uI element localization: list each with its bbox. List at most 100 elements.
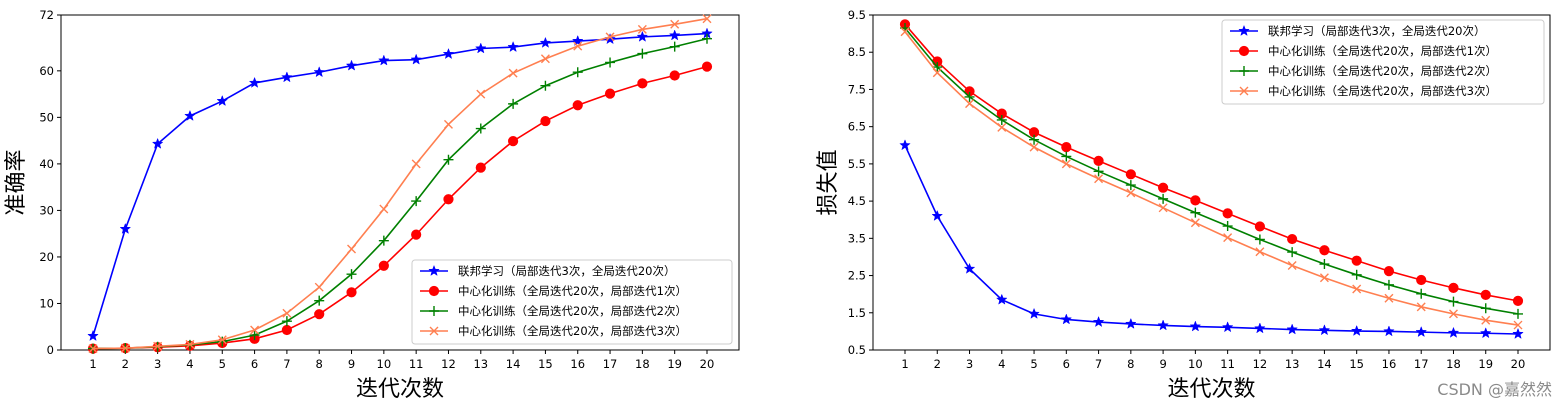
legend-label: 中心化训练（全局迭代20次，局部迭代1次） [1268, 44, 1497, 58]
data-point [963, 262, 976, 274]
data-point [411, 196, 422, 207]
data-point [1287, 261, 1297, 271]
data-point [1060, 313, 1073, 325]
data-point [964, 91, 975, 102]
series-4 [88, 14, 712, 354]
data-point [540, 80, 551, 91]
data-point [119, 222, 132, 234]
x-tick-label: 19 [1478, 357, 1493, 371]
data-point [1480, 303, 1491, 314]
data-point [605, 32, 615, 42]
legend-label: 联邦学习（局部迭代3次，全局迭代20次） [458, 264, 675, 278]
data-point [1447, 326, 1460, 338]
data-point [1029, 134, 1040, 145]
x-tick-label: 11 [409, 357, 424, 371]
legend-marker [429, 306, 439, 316]
series-4 [900, 27, 1523, 330]
data-point [1416, 274, 1427, 286]
series-3 [900, 23, 1523, 319]
y-tick-label: 72 [39, 8, 54, 22]
data-point [1254, 234, 1265, 245]
x-tick-label: 4 [186, 357, 193, 371]
data-point [1512, 295, 1524, 306]
data-point [1319, 259, 1330, 270]
data-point [347, 244, 357, 254]
data-point [1350, 324, 1363, 336]
x-tick-label: 11 [1220, 357, 1235, 371]
data-point [637, 24, 647, 34]
data-point [668, 29, 681, 41]
data-point [670, 19, 680, 29]
data-point [1157, 319, 1169, 331]
data-point [507, 40, 519, 53]
watermark-text: CSDN @嘉然然 [1437, 380, 1552, 399]
x-tick-label: 16 [1382, 357, 1397, 371]
data-point [443, 119, 453, 129]
data-point [1415, 326, 1428, 338]
data-point [1351, 255, 1362, 266]
x-tick-label: 14 [1317, 357, 1332, 371]
data-point [250, 325, 260, 335]
data-point [1512, 327, 1524, 339]
data-point [346, 269, 357, 280]
data-point [1189, 320, 1202, 332]
data-point [87, 329, 99, 341]
data-point [996, 114, 1007, 125]
data-point [1351, 269, 1362, 280]
data-point [702, 14, 712, 24]
data-point [1125, 169, 1136, 180]
data-point [572, 100, 583, 111]
data-point [1254, 221, 1265, 232]
data-point [1448, 296, 1459, 307]
data-point [604, 88, 616, 99]
data-point [217, 336, 228, 347]
x-tick-label: 19 [667, 357, 682, 371]
series-line [904, 23, 1519, 302]
x-tick-label: 13 [1285, 357, 1300, 371]
legend-label: 联邦学习（局部迭代3次，全局迭代20次） [1268, 24, 1485, 38]
data-point [411, 229, 422, 240]
data-point [539, 36, 552, 48]
y-tick-label: 6.5 [848, 120, 866, 134]
data-point [1029, 142, 1039, 152]
data-point [508, 68, 518, 78]
data-point [1190, 195, 1201, 206]
data-point [1158, 203, 1168, 213]
x-tick-label: 16 [570, 357, 585, 371]
data-point [1028, 307, 1040, 319]
data-point [476, 89, 486, 99]
y-tick-label: 2.5 [848, 269, 866, 283]
legend: 联邦学习（局部迭代3次，全局迭代20次） 中心化训练（全局迭代20次，局部迭代1次… [1221, 19, 1545, 105]
data-point [1479, 327, 1492, 339]
plot-frame [60, 14, 740, 351]
data-point [1383, 325, 1395, 337]
data-point [314, 295, 325, 306]
data-point [1125, 180, 1136, 191]
legend-marker [428, 285, 440, 297]
x-tick-label: 9 [348, 357, 355, 371]
data-point [965, 99, 975, 109]
data-point [1513, 320, 1523, 330]
data-point [442, 47, 455, 60]
series-line [92, 17, 708, 350]
data-point [281, 316, 292, 327]
data-point [1318, 324, 1331, 336]
x-tick-label: 6 [251, 357, 258, 371]
legend-label: 中心化训练（全局迭代20次，局部迭代2次） [1268, 64, 1497, 78]
x-tick-label: 8 [1127, 357, 1134, 371]
x-tick-label: 2 [122, 357, 129, 371]
data-point [1416, 302, 1426, 312]
y-tick-label: 50 [39, 110, 54, 124]
y-axis-label: 损失值 [816, 149, 841, 215]
data-point [217, 335, 227, 345]
series-line [904, 144, 1519, 335]
x-tick-label: 6 [1063, 357, 1070, 371]
y-tick-label: 5.5 [848, 157, 866, 171]
series-line [904, 31, 1519, 326]
data-point [1287, 233, 1298, 245]
data-point [701, 61, 713, 72]
legend-frame [1221, 19, 1545, 105]
x-tick-label: 2 [934, 357, 941, 371]
y-axis-label: 准确率 [4, 149, 29, 215]
data-point [1158, 182, 1169, 193]
